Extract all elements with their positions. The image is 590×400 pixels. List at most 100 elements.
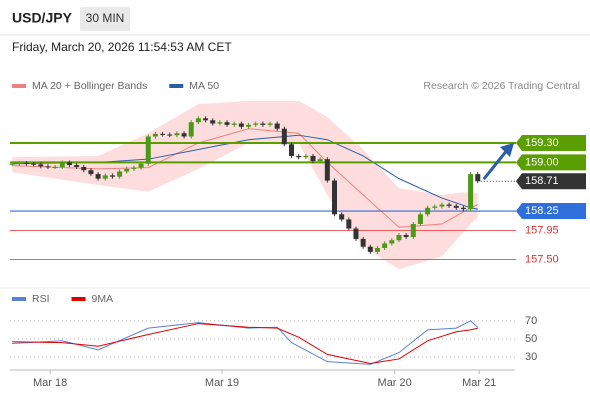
candle xyxy=(203,118,209,121)
candle xyxy=(246,124,252,127)
candle xyxy=(145,136,151,164)
candle xyxy=(181,133,187,137)
forecast-arrow xyxy=(482,148,510,181)
level-label: 157.95 xyxy=(525,224,559,236)
candle xyxy=(468,174,474,210)
rsi-line xyxy=(12,323,478,364)
candle xyxy=(432,206,438,208)
candle xyxy=(74,165,80,167)
candle xyxy=(195,118,201,123)
candle xyxy=(31,163,37,165)
x-tick-label: Mar 18 xyxy=(33,377,67,389)
candle xyxy=(446,204,452,206)
candle xyxy=(267,123,273,125)
candle xyxy=(45,166,51,168)
candle xyxy=(346,219,352,229)
candle xyxy=(167,134,173,136)
legend-label: MA 50 xyxy=(189,80,219,92)
candle xyxy=(38,164,44,167)
candle xyxy=(138,163,144,168)
timestamp: Friday, March 20, 2026 11:54:53 AM CET xyxy=(12,40,232,54)
level-label: 157.50 xyxy=(525,254,559,266)
level-box xyxy=(516,134,586,151)
legend-label: 9MA xyxy=(92,293,114,305)
candle xyxy=(417,214,423,225)
candle xyxy=(389,240,395,244)
candle xyxy=(253,123,259,125)
level-label: 159.30 xyxy=(525,137,559,149)
symbol: USD/JPY xyxy=(12,10,73,26)
interval[interactable]: 30 MIN xyxy=(86,11,125,25)
candle xyxy=(95,174,101,179)
candle xyxy=(210,120,216,124)
candle xyxy=(310,155,316,162)
candle xyxy=(52,166,58,168)
moving-average xyxy=(12,134,478,210)
interval-button[interactable] xyxy=(80,7,130,31)
y-tick-label: 50 xyxy=(525,333,537,345)
candle xyxy=(410,224,416,237)
x-tick-label: Mar 19 xyxy=(205,377,239,389)
candle xyxy=(238,123,244,127)
level-box xyxy=(516,173,586,190)
forecast-arrowhead xyxy=(500,142,514,157)
candle xyxy=(453,205,459,208)
y-tick-label: 30 xyxy=(525,351,537,363)
candle xyxy=(174,133,180,136)
candle xyxy=(16,163,22,165)
candle xyxy=(88,170,94,175)
candle xyxy=(382,243,388,248)
level-label: 158.71 xyxy=(525,175,559,187)
legend-swatch xyxy=(71,297,86,301)
candle xyxy=(396,235,402,241)
candle xyxy=(439,204,445,207)
candle xyxy=(425,207,431,215)
candle xyxy=(9,163,15,165)
legend-swatch xyxy=(12,84,26,88)
candle xyxy=(281,128,287,145)
candle xyxy=(367,246,373,252)
candle xyxy=(231,123,237,125)
legend-label: RSI xyxy=(32,293,50,305)
candle xyxy=(160,133,166,135)
candle xyxy=(296,155,302,158)
level-box xyxy=(516,154,586,171)
candle xyxy=(260,123,266,125)
candle xyxy=(403,235,409,237)
candle xyxy=(339,214,345,220)
candle xyxy=(460,207,466,210)
legend-swatch xyxy=(169,84,184,88)
candle xyxy=(117,171,123,177)
level-box xyxy=(516,203,586,220)
candle xyxy=(317,159,323,162)
candle xyxy=(303,155,309,158)
candle xyxy=(59,162,65,167)
candle xyxy=(81,166,87,171)
moving-average xyxy=(12,128,478,228)
level-label: 158.25 xyxy=(525,205,559,217)
credit: Research © 2026 Trading Central xyxy=(423,80,580,92)
x-tick-label: Mar 20 xyxy=(378,377,412,389)
candle xyxy=(324,159,330,181)
candle xyxy=(131,167,137,169)
legend-label: MA 20 + Bollinger Bands xyxy=(32,80,147,92)
candle xyxy=(109,175,115,177)
candle xyxy=(23,163,29,165)
x-tick-label: Mar 21 xyxy=(462,377,496,389)
candle xyxy=(224,122,230,125)
candle xyxy=(274,123,280,129)
candle xyxy=(217,122,223,124)
candle xyxy=(124,168,130,172)
candle xyxy=(66,162,72,166)
candle xyxy=(360,238,366,247)
candle xyxy=(475,174,481,182)
level-label: 159.00 xyxy=(525,156,559,168)
candle xyxy=(374,247,380,252)
y-tick-label: 70 xyxy=(525,315,537,327)
candle xyxy=(188,122,194,137)
candle xyxy=(152,133,158,137)
candle xyxy=(102,175,108,179)
candle xyxy=(331,180,337,215)
